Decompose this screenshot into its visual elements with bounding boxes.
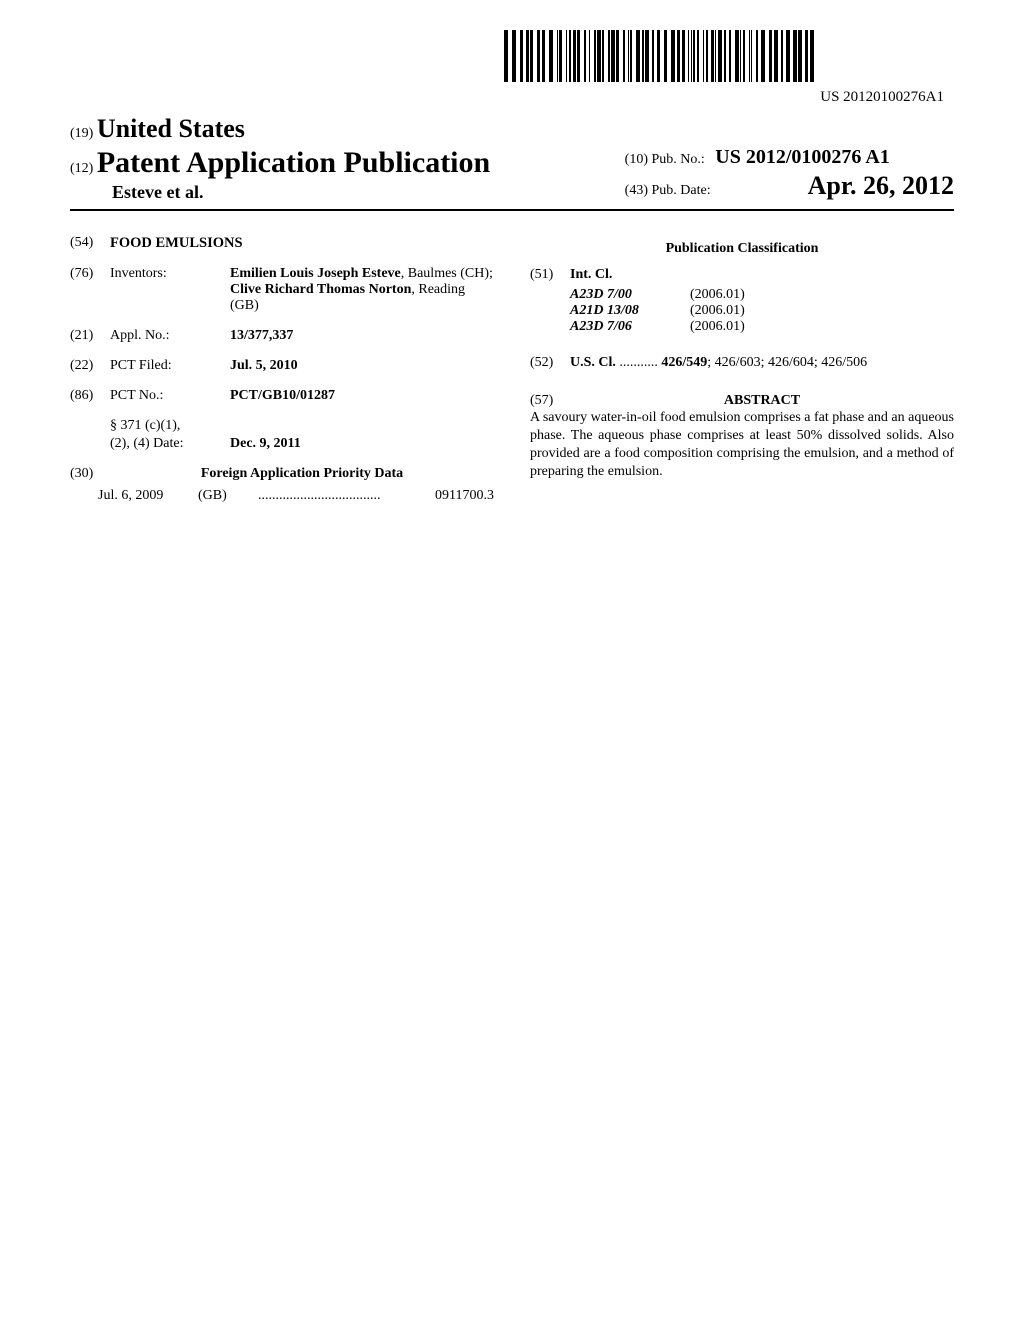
foreign-date: Jul. 6, 2009 — [98, 488, 198, 504]
pub-date-label: Pub. Date: — [652, 183, 711, 198]
code-43: (43) — [625, 183, 648, 198]
field-num-30: (30) — [70, 466, 110, 482]
abstract-text: A savoury water-in-oil food emulsion com… — [530, 409, 954, 481]
header-right: (10) Pub. No.: US 2012/0100276 A1 (43) P… — [625, 146, 954, 203]
pub-no-value: US 2012/0100276 A1 — [715, 146, 889, 168]
left-column: (54) FOOD EMULSIONS (76) Inventors: Emil… — [70, 235, 494, 504]
intcl-row: A23D 7/00(2006.01) — [570, 287, 954, 303]
s371-value: Dec. 9, 2011 — [230, 436, 494, 452]
pct-no-value: PCT/GB10/01287 — [230, 388, 494, 404]
intcl-row: A21D 13/08(2006.01) — [570, 303, 954, 319]
pub-date-value: Apr. 26, 2012 — [808, 171, 954, 200]
pct-no-label: PCT No.: — [110, 388, 230, 404]
pub-no-label: Pub. No.: — [652, 152, 705, 167]
intcl-code: A23D 7/00 — [570, 287, 690, 303]
right-column: Publication Classification (51) Int. Cl.… — [530, 235, 954, 504]
field-num-86: (86) — [70, 388, 110, 404]
field-num-54: (54) — [70, 235, 110, 251]
appl-no-value: 13/377,337 — [230, 328, 494, 344]
section-371-row1: § 371 (c)(1), — [70, 418, 494, 434]
s371-label1: § 371 (c)(1), — [110, 418, 230, 434]
barcode-image — [504, 30, 944, 87]
uscl-dots: ........... — [619, 355, 661, 370]
intcl-year: (2006.01) — [690, 287, 810, 303]
inventors-value: Emilien Louis Joseph Esteve, Baulmes (CH… — [230, 266, 494, 314]
foreign-priority-row: Jul. 6, 2009 (GB) ......................… — [70, 488, 494, 504]
barcode-region: US 20120100276A1 — [70, 30, 954, 106]
field-30: (30) Foreign Application Priority Data — [70, 466, 494, 482]
foreign-country: (GB) — [198, 488, 258, 504]
publication-type: Patent Application Publication — [97, 146, 490, 179]
code-19: (19) — [70, 126, 93, 141]
invention-title: FOOD EMULSIONS — [110, 235, 243, 252]
intcl-year: (2006.01) — [690, 319, 810, 335]
field-21: (21) Appl. No.: 13/377,337 — [70, 328, 494, 344]
appl-no-label: Appl. No.: — [110, 328, 230, 344]
intcl-year: (2006.01) — [690, 303, 810, 319]
field-num-22: (22) — [70, 358, 110, 374]
intcl-list: A23D 7/00(2006.01)A21D 13/08(2006.01)A23… — [570, 287, 954, 335]
field-51: (51) Int. Cl. — [530, 267, 954, 283]
intcl-label: Int. Cl. — [570, 267, 954, 283]
header: (19) United States (12) Patent Applicati… — [70, 114, 954, 211]
field-22: (22) PCT Filed: Jul. 5, 2010 — [70, 358, 494, 374]
field-86: (86) PCT No.: PCT/GB10/01287 — [70, 388, 494, 404]
header-left: (19) United States (12) Patent Applicati… — [70, 114, 490, 203]
field-76: (76) Inventors: Emilien Louis Joseph Est… — [70, 266, 494, 314]
abstract-heading: ABSTRACT — [570, 393, 954, 409]
field-54: (54) FOOD EMULSIONS — [70, 235, 494, 252]
field-num-51: (51) — [530, 267, 570, 283]
intcl-row: A23D 7/06(2006.01) — [570, 319, 954, 335]
field-num-21: (21) — [70, 328, 110, 344]
s371-label2: (2), (4) Date: — [110, 436, 230, 452]
pct-filed-value: Jul. 5, 2010 — [230, 358, 494, 374]
country-name: United States — [97, 114, 245, 143]
foreign-appnum: 0911700.3 — [404, 488, 494, 504]
body-columns: (54) FOOD EMULSIONS (76) Inventors: Emil… — [70, 235, 954, 504]
author-line: Esteve et al. — [112, 182, 490, 203]
foreign-dots: ................................... — [258, 488, 404, 504]
uscl-label: U.S. Cl. — [570, 355, 616, 370]
pct-filed-label: PCT Filed: — [110, 358, 230, 374]
pub-class-heading: Publication Classification — [530, 241, 954, 257]
field-52: (52) U.S. Cl. ........... 426/549; 426/6… — [530, 355, 954, 371]
field-num-52: (52) — [530, 355, 570, 371]
field-num-57: (57) — [530, 393, 570, 409]
uscl-first: 426/549 — [661, 355, 707, 370]
intcl-code: A21D 13/08 — [570, 303, 690, 319]
uscl-values: 426/549; 426/603; 426/604; 426/506 — [661, 355, 867, 370]
intcl-code: A23D 7/06 — [570, 319, 690, 335]
foreign-heading: Foreign Application Priority Data — [110, 466, 494, 482]
field-num-76: (76) — [70, 266, 110, 282]
code-12: (12) — [70, 161, 93, 176]
field-57: (57) ABSTRACT — [530, 393, 954, 409]
section-371-row2: (2), (4) Date: Dec. 9, 2011 — [70, 436, 494, 452]
code-10: (10) — [625, 152, 648, 167]
inventors-label: Inventors: — [110, 266, 230, 282]
uscl-rest: ; 426/603; 426/604; 426/506 — [707, 355, 867, 370]
barcode-text: US 20120100276A1 — [70, 89, 944, 106]
